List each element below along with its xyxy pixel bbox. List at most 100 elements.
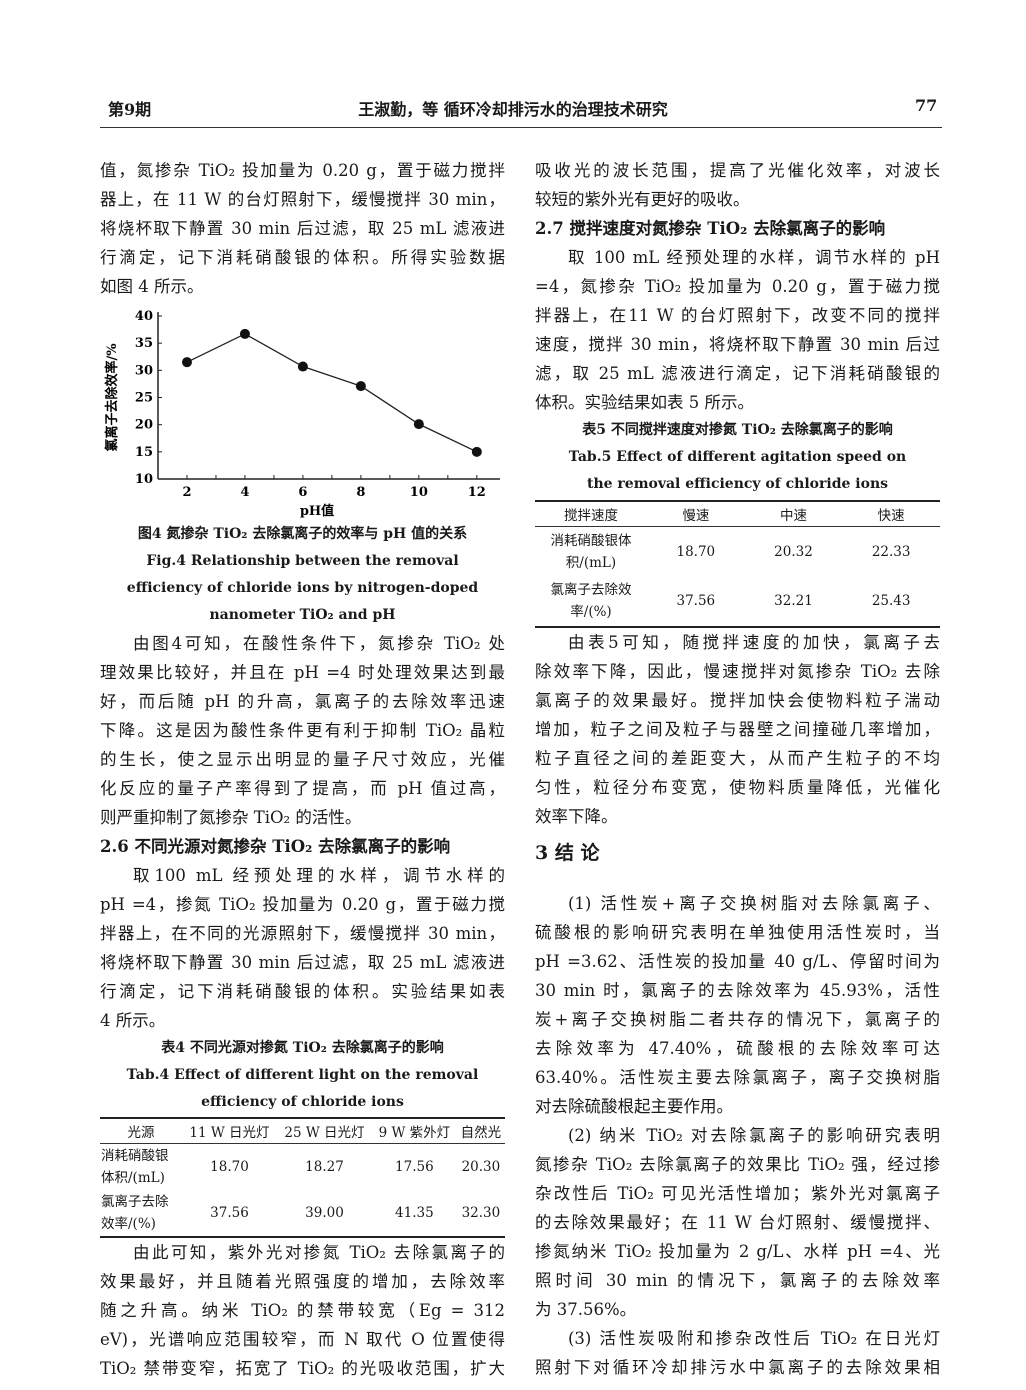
journal-issue: 第9期	[108, 100, 152, 119]
table-row: 消耗硝酸银体积/(mL) 18.70 20.32 22.33	[535, 527, 940, 577]
text-line: 理效果比较好，并且在 pH =4 时处理效果达到最	[100, 663, 505, 682]
table-cell: 25.43	[871, 593, 911, 610]
text-line: 吸收光的波长范围，提高了光催化效率，对波长	[535, 161, 940, 180]
text-line: 随之升高。纳米 TiO₂ 的禁带较宽（Eg = 312	[100, 1301, 505, 1320]
text-line: (3) 活性炭吸附和掺杂改性后 TiO₂ 在日光灯	[568, 1329, 940, 1348]
text-line: TiO₂ 禁带变窄，拓宽了 TiO₂ 的光吸收范围，扩大	[100, 1359, 505, 1378]
text-line: 为 37.56%。	[535, 1300, 637, 1319]
table-cell: 20.30	[461, 1159, 501, 1175]
text-line: efficiency of chloride ions	[201, 1094, 404, 1110]
text-line: 对去除硫酸根起主要作用。	[535, 1097, 733, 1116]
column-header: 中速	[744, 501, 843, 527]
table-row: 氯离子去除效率/(%) 37.56 32.21 25.43	[535, 576, 940, 627]
text-line: (1) 活性炭+离子交换树脂对去除氯离子、	[568, 894, 940, 913]
y-tick-label: 10	[135, 472, 153, 487]
table-row: 消耗硝酸银体积/(mL) 18.70 18.27 17.56 20.30	[100, 1144, 505, 1191]
text-line: the removal efficiency of chloride ions	[586, 476, 888, 492]
data-point	[355, 381, 366, 392]
paragraph: 由此可知，紫外光对掺氮 TiO₂ 去除氯离子的 效果最好，并且随着光照强度的增加，…	[100, 1238, 505, 1383]
text-line: 由此可知，紫外光对掺氮 TiO₂ 去除氯离子的	[133, 1243, 505, 1262]
section-heading: 2.6 不同光源对氮掺杂 TiO₂ 去除氯离子的影响	[100, 832, 505, 861]
text-line: 氯离子的效果最好。搅拌加快会使物料粒子湍动	[535, 691, 940, 710]
text-line: 好，而后随 pH 的升高，氯离子的去除效率迅速	[100, 692, 505, 711]
x-axis-label: pH值	[300, 503, 334, 519]
table-cell: 20.32	[774, 543, 813, 560]
row-header: 消耗硝酸银体积/(mL)	[550, 532, 632, 571]
text-line: 4 所示。	[100, 1011, 166, 1030]
text-line: 去除效率为 47.40%，硫酸根的去除效率可达	[535, 1039, 940, 1058]
text-line: 氮掺杂 TiO₂ 去除氯离子的效果比 TiO₂ 强，经过掺	[535, 1155, 940, 1174]
series-line	[186, 333, 478, 453]
table-cell: 32.21	[774, 593, 813, 610]
column-header: 11 W 日光灯	[182, 1118, 277, 1144]
text-line: 粒子直径之间的差距变大，从而产生粒子的不均	[535, 749, 940, 768]
caption: 图4 氮掺杂 TiO₂ 去除氯离子的效率与 pH 值的关系 Fig.4 Relat…	[100, 521, 505, 629]
row-header: 消耗硝酸银体积/(mL)	[101, 1148, 169, 1186]
x-tick-label: 12	[468, 485, 486, 500]
paragraph: 取 100 mL 经预处理的水样，调节水样的 pH =4，氮掺杂 TiO₂ 投加量…	[535, 243, 940, 417]
table-row: 氯离子去除效率/(%) 37.56 39.00 41.35 32.30	[100, 1190, 505, 1237]
x-tick-label: 4	[240, 485, 249, 500]
text-line: 下降。这是因为酸性条件更有利于抑制 TiO₂ 晶粒	[100, 721, 505, 740]
text-line: (2) 纳米 TiO₂ 对去除氯离子的影响研究表明	[568, 1126, 940, 1145]
text-line: 杂改性后 TiO₂ 可见光活性增加；紫外光对氯离子	[535, 1184, 940, 1203]
text-line: Fig.4 Relationship between the removal	[146, 553, 459, 569]
text-line: 硫酸根的影响研究表明在单独使用活性炭时，当	[535, 923, 940, 942]
text-line: 拌器上，在不同的光源照射下，缓慢搅拌 30 min，	[100, 924, 505, 943]
text-line: 的去除效果最好；在 11 W 台灯照射、缓慢搅拌、	[535, 1213, 940, 1232]
figure-4: 10 15 20 25 30 35 40 2 4 6 8 10 12 pH值 氯离子去除效率/%	[100, 301, 505, 521]
text-line: 由图4可知，在酸性条件下，氮掺杂 TiO₂ 处	[133, 634, 505, 653]
table-cell: 37.56	[210, 1205, 249, 1221]
header-rule	[100, 127, 942, 128]
text-line: Tab.5 Effect of different agitation spee…	[568, 449, 907, 465]
text-line: 2.6 不同光源对氮掺杂 TiO₂ 去除氯离子的影响	[100, 837, 451, 856]
text-line: 由表5可知，随搅拌速度的加快，氯离子去	[568, 633, 940, 652]
page-number: 77	[915, 96, 938, 115]
text-line: 效率下降。	[535, 807, 618, 826]
table-block: 光源 11 W 日光灯 25 W 日光灯 9 W 紫外灯 自然光 消耗硝酸银体积/(mL)…	[100, 1117, 505, 1238]
right-column: 吸收光的波长范围，提高了光催化效率，对波长 较短的紫外光有更好的吸收。 2.7 搅拌…	[535, 156, 940, 1382]
text-line: 取100 mL 经预处理的水样，调节水样的	[133, 866, 505, 885]
data-point	[239, 328, 250, 339]
row-header: 氯离子去除效率/(%)	[550, 582, 632, 621]
text-line: 的生长，使之显示出明显的量子尺寸效应，光催	[100, 750, 505, 769]
table-cell: 41.35	[395, 1205, 434, 1221]
text-line: pH =3.62、活性炭的投加量 40 g/L、停留时间为	[535, 952, 940, 971]
data-point	[413, 419, 424, 430]
text-line: 滤，取 25 mL 滤液进行滴定，记下消耗硝酸银的	[535, 364, 940, 383]
section-heading: 3 结 论	[535, 831, 940, 875]
table-cell: 18.70	[676, 543, 716, 560]
data-point	[181, 357, 192, 368]
y-tick-label: 40	[135, 309, 153, 324]
text-line: 如图 4 所示。	[100, 277, 204, 296]
text-line: 器上，在 11 W 的台灯照射下，缓慢搅拌 30 min，	[100, 190, 505, 209]
column-header: 搅拌速度	[535, 501, 647, 527]
paragraph: 由图4可知，在酸性条件下，氮掺杂 TiO₂ 处理效果比较好，并且在 pH =4 …	[100, 629, 505, 832]
text-line: 照射下对循环冷却排污水中氯离子的去除效果相	[535, 1358, 940, 1377]
text-line: eV)，光谱响应范围较窄，而 N 取代 O 位置使得	[100, 1330, 505, 1349]
text-line: 速度，搅拌 30 min，将烧杯取下静置 30 min 后过	[535, 335, 940, 354]
text-line: 图4 氮掺杂 TiO₂ 去除氯离子的效率与 pH 值的关系	[137, 526, 468, 542]
y-tick-label: 25	[135, 391, 153, 406]
table-t5: 搅拌速度 慢速 中速 快速 消耗硝酸银体积/(mL) 18.70 20.32 22.33 氯离子…	[535, 500, 940, 628]
text-line: 拌器上，在11 W 的台灯照射下，改变不同的搅拌	[535, 306, 940, 325]
text-line: pH =4，掺氮 TiO₂ 投加量为 0.20 g，置于磁力搅	[100, 895, 505, 914]
text-line: 照时间 30 min 的情况下，氯离子的去除效率	[535, 1271, 940, 1290]
text-line: 匀性，粒径分布变宽，使物料质量降低，光催化	[535, 778, 940, 797]
table-cell: 37.56	[676, 593, 716, 610]
table-block: 搅拌速度 慢速 中速 快速 消耗硝酸银体积/(mL) 18.70 20.32 22.33 氯离子…	[535, 500, 940, 628]
text-line: 除效率下降，因此，慢速搅拌对氮掺杂 TiO₂ 去除	[535, 662, 940, 681]
table-cell: 32.30	[461, 1205, 501, 1221]
x-tick-label: 2	[182, 485, 191, 500]
paragraph: (2) 纳米 TiO₂ 对去除氯离子的影响研究表明氮掺杂 TiO₂ 去除氯离子的…	[535, 1121, 940, 1324]
text-line: nanometer TiO₂ and pH	[209, 607, 396, 623]
paragraph: 由表5可知，随搅拌速度的加快，氯离子去除效率下降，因此，慢速搅拌对氮掺杂 TiO…	[535, 628, 940, 831]
data-point	[471, 446, 482, 457]
table-cell: 39.00	[305, 1205, 344, 1221]
text-line: 将烧杯取下静置 30 min 后过滤，取 25 mL 滤液进	[100, 953, 505, 972]
column-header: 快速	[842, 501, 940, 527]
y-tick-label: 20	[135, 418, 153, 433]
text-line: efficiency of chloride ions by nitrogen-…	[126, 580, 479, 596]
table-cell: 18.27	[305, 1159, 344, 1175]
text-line: 将烧杯取下静置 30 min 后过滤，取 25 mL 滤液进	[100, 219, 505, 238]
